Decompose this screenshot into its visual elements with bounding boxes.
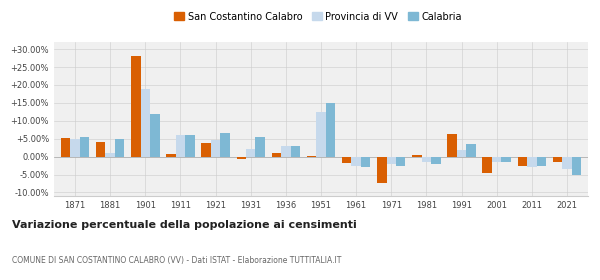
Bar xyxy=(396,157,406,165)
Bar xyxy=(70,139,80,157)
Bar xyxy=(80,137,89,157)
Bar xyxy=(326,103,335,157)
Bar xyxy=(106,153,115,157)
Bar xyxy=(115,139,124,157)
Legend: San Costantino Calabro, Provincia di VV, Calabria: San Costantino Calabro, Provincia di VV,… xyxy=(170,8,466,25)
Bar xyxy=(377,157,386,183)
Bar xyxy=(316,112,326,157)
Text: COMUNE DI SAN COSTANTINO CALABRO (VV) - Dati ISTAT - Elaborazione TUTTITALIA.IT: COMUNE DI SAN COSTANTINO CALABRO (VV) - … xyxy=(12,256,341,265)
Bar xyxy=(166,154,176,157)
Bar xyxy=(290,146,300,157)
Bar xyxy=(202,143,211,157)
Bar xyxy=(386,157,396,164)
Bar xyxy=(131,56,140,157)
Bar xyxy=(185,135,195,157)
Bar xyxy=(140,88,150,157)
Bar xyxy=(518,157,527,165)
Bar xyxy=(150,114,160,157)
Text: Variazione percentuale della popolazione ai censimenti: Variazione percentuale della popolazione… xyxy=(12,220,357,230)
Bar xyxy=(281,146,290,157)
Bar xyxy=(536,157,546,165)
Bar xyxy=(176,135,185,157)
Bar xyxy=(572,157,581,174)
Bar xyxy=(352,157,361,165)
Bar xyxy=(447,134,457,157)
Bar xyxy=(256,137,265,157)
Bar xyxy=(342,157,352,163)
Bar xyxy=(482,157,492,173)
Bar xyxy=(431,157,440,164)
Bar xyxy=(502,157,511,162)
Bar xyxy=(553,157,562,162)
Bar xyxy=(96,142,106,157)
Bar xyxy=(307,156,316,157)
Bar xyxy=(466,144,476,157)
Bar xyxy=(412,155,422,157)
Bar xyxy=(562,157,572,169)
Bar xyxy=(220,133,230,157)
Bar xyxy=(422,157,431,162)
Bar xyxy=(361,157,370,167)
Bar xyxy=(61,138,70,157)
Bar xyxy=(272,153,281,157)
Bar xyxy=(527,157,536,167)
Bar xyxy=(492,157,502,162)
Bar xyxy=(457,150,466,157)
Bar xyxy=(236,157,246,160)
Bar xyxy=(211,141,220,157)
Bar xyxy=(246,150,256,157)
